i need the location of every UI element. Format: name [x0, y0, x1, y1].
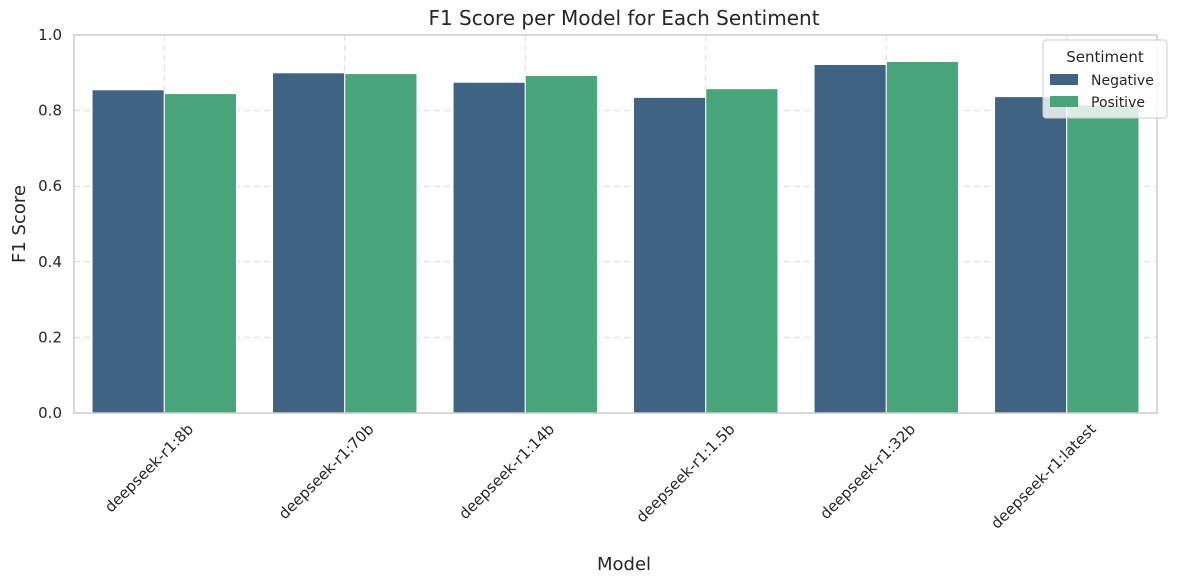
legend-title: Sentiment	[1066, 48, 1144, 66]
x-tick-label: deepseek-r1:32b	[816, 420, 919, 523]
bar-negative	[452, 81, 526, 414]
x-tick-label: deepseek-r1:70b	[275, 420, 378, 523]
legend-label-positive: Positive	[1091, 95, 1145, 111]
legend-swatch-positive	[1050, 96, 1078, 107]
y-ticks: 0.0 0.2 0.4 0.6 0.8 1.0	[38, 26, 62, 422]
bar-positive	[524, 74, 598, 414]
bar-positive	[1066, 104, 1140, 414]
bar-positive	[885, 60, 959, 414]
chart-title: F1 Score per Model for Each Sentiment	[428, 6, 819, 30]
y-tick-label: 0.0	[38, 404, 62, 422]
plot-frame	[73, 34, 1158, 414]
bar-positive	[344, 73, 418, 414]
y-tick-label: 0.8	[38, 102, 62, 120]
bar-negative	[91, 89, 165, 414]
y-tick-label: 0.4	[38, 253, 62, 271]
y-axis-label: F1 Score	[9, 185, 30, 263]
x-tick-label: deepseek-r1:latest	[987, 420, 1099, 532]
y-tick-label: 1.0	[38, 26, 62, 44]
legend-label-negative: Negative	[1091, 73, 1154, 89]
y-tick-label: 0.2	[38, 328, 62, 346]
y-tick-label: 0.6	[38, 177, 62, 195]
bar-negative	[994, 96, 1068, 414]
x-tick-label: deepseek-r1:8b	[101, 420, 197, 516]
x-axis-label: Model	[597, 554, 651, 575]
x-tick-label: deepseek-r1:1.5b	[633, 420, 739, 526]
bar-negative	[272, 72, 346, 414]
x-ticks: deepseek-r1:8b deepseek-r1:70b deepseek-r1…	[101, 420, 1100, 532]
bar-negative	[633, 96, 707, 414]
bar-negative	[813, 63, 887, 414]
bars-layer	[91, 60, 1140, 414]
bar-positive	[705, 88, 779, 414]
legend: Sentiment Negative Positive	[1042, 39, 1168, 119]
bar-positive	[163, 93, 237, 414]
x-tick-label: deepseek-r1:14b	[455, 420, 558, 523]
legend-swatch-negative	[1050, 74, 1078, 85]
